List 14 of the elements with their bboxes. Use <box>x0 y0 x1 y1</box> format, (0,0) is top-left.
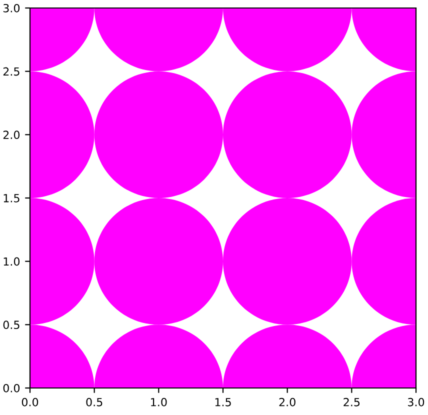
x-tick-label: 1.0 <box>151 398 167 406</box>
y-tick-label: 0.5 <box>3 320 20 330</box>
y-tick-label: 0.0 <box>3 384 20 392</box>
y-tick-label: 1.5 <box>4 194 20 202</box>
x-tick-label: 2.5 <box>344 398 360 406</box>
x-tick-label: 1.5 <box>215 398 231 406</box>
x-tick-label: 3.0 <box>408 398 424 406</box>
x-tick-label: 0.0 <box>22 398 38 406</box>
x-tick-label: 2.0 <box>279 398 296 406</box>
y-tick-label: 1.0 <box>4 257 20 266</box>
x-tick-label: 0.5 <box>86 398 102 406</box>
y-tick-label: 3.0 <box>3 4 20 12</box>
y-tick-label: 2.5 <box>3 67 20 76</box>
y-tick-label: 2.0 <box>3 130 20 140</box>
